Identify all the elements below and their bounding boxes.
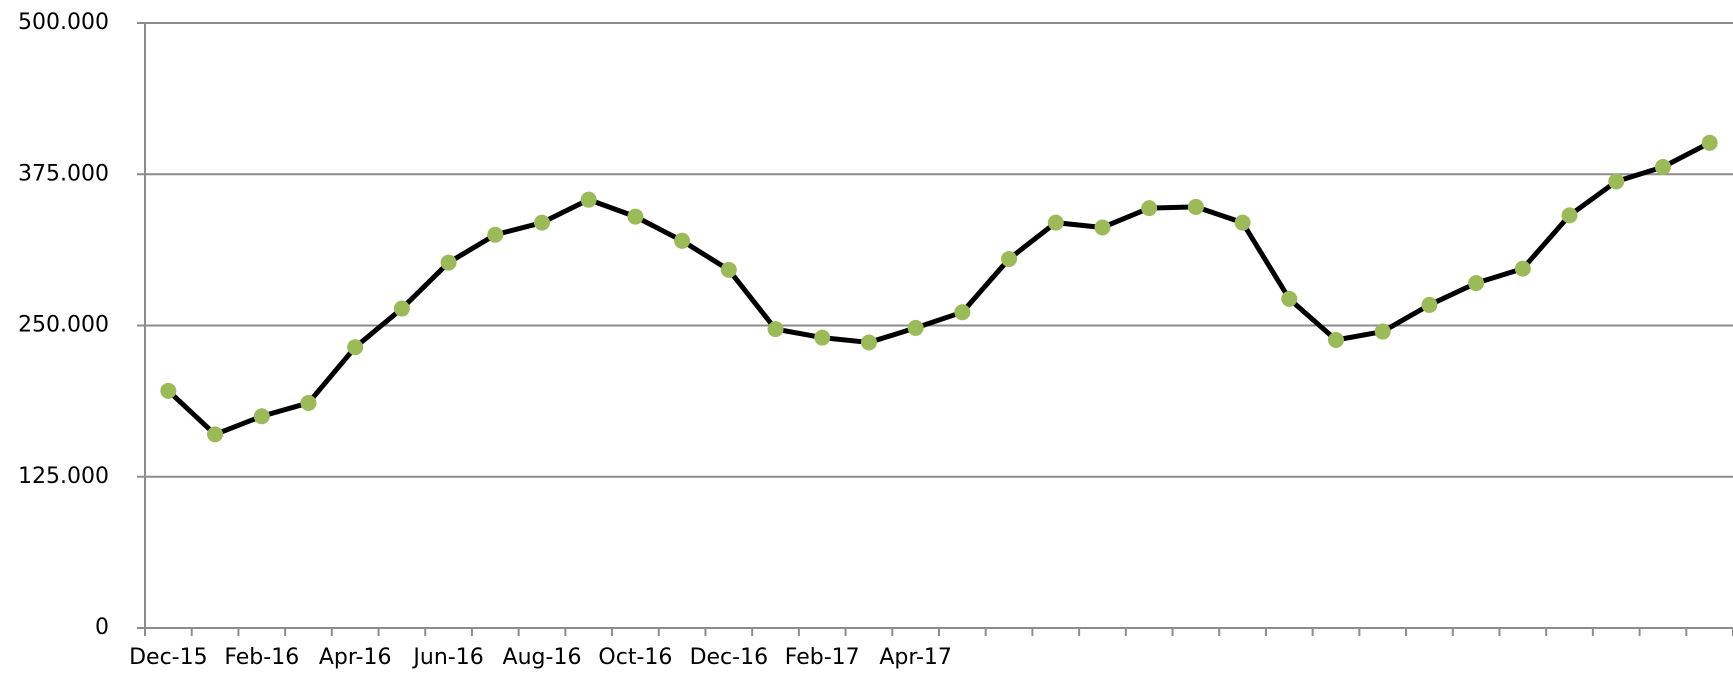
marker xyxy=(1421,296,1438,313)
x-tick-label: Oct-16 xyxy=(598,645,672,670)
y-tick-label: 500.000 xyxy=(18,10,109,35)
marker xyxy=(1561,207,1578,224)
marker xyxy=(300,394,317,411)
x-tick-label: Feb-17 xyxy=(785,645,860,670)
marker xyxy=(674,232,691,249)
marker xyxy=(347,339,364,356)
x-tick-label: Jun-16 xyxy=(411,645,483,670)
line xyxy=(166,140,1711,437)
marker xyxy=(1047,214,1064,231)
marker xyxy=(393,300,410,317)
marker xyxy=(440,254,457,271)
marker xyxy=(1468,275,1485,292)
y-tick-label: 375.000 xyxy=(18,161,109,186)
x-tick-label: Feb-16 xyxy=(224,645,299,670)
marker xyxy=(1654,158,1671,175)
marker xyxy=(580,191,597,208)
marker xyxy=(720,261,737,278)
marker xyxy=(1281,290,1298,307)
marker xyxy=(627,208,644,225)
marker xyxy=(487,226,504,243)
marker xyxy=(1374,323,1391,340)
marker xyxy=(907,319,924,336)
y-tick-label: 0 xyxy=(95,615,109,640)
marker xyxy=(860,334,877,351)
x-tick-label: Dec-16 xyxy=(690,645,769,670)
marker xyxy=(954,304,971,321)
marker xyxy=(1141,200,1158,217)
marker xyxy=(1608,173,1625,190)
y-tick-label: 125.000 xyxy=(18,464,109,489)
marker xyxy=(207,426,224,443)
x-tick-label: Apr-17 xyxy=(879,645,952,670)
marker xyxy=(1701,134,1718,151)
marker xyxy=(253,408,270,425)
x-tick-label: Aug-16 xyxy=(503,645,582,670)
marker xyxy=(534,214,550,231)
y-tick-label: 250.000 xyxy=(18,313,109,338)
marker xyxy=(1514,260,1531,277)
marker xyxy=(1328,332,1344,349)
x-tick-label: Dec-15 xyxy=(129,645,208,670)
marker xyxy=(1094,219,1111,236)
marker xyxy=(767,321,784,338)
marker xyxy=(814,329,831,346)
marker xyxy=(160,382,177,399)
marker xyxy=(1234,214,1251,231)
x-tick-label: Apr-16 xyxy=(319,645,392,670)
marker xyxy=(1001,250,1018,267)
marker xyxy=(1187,198,1204,215)
